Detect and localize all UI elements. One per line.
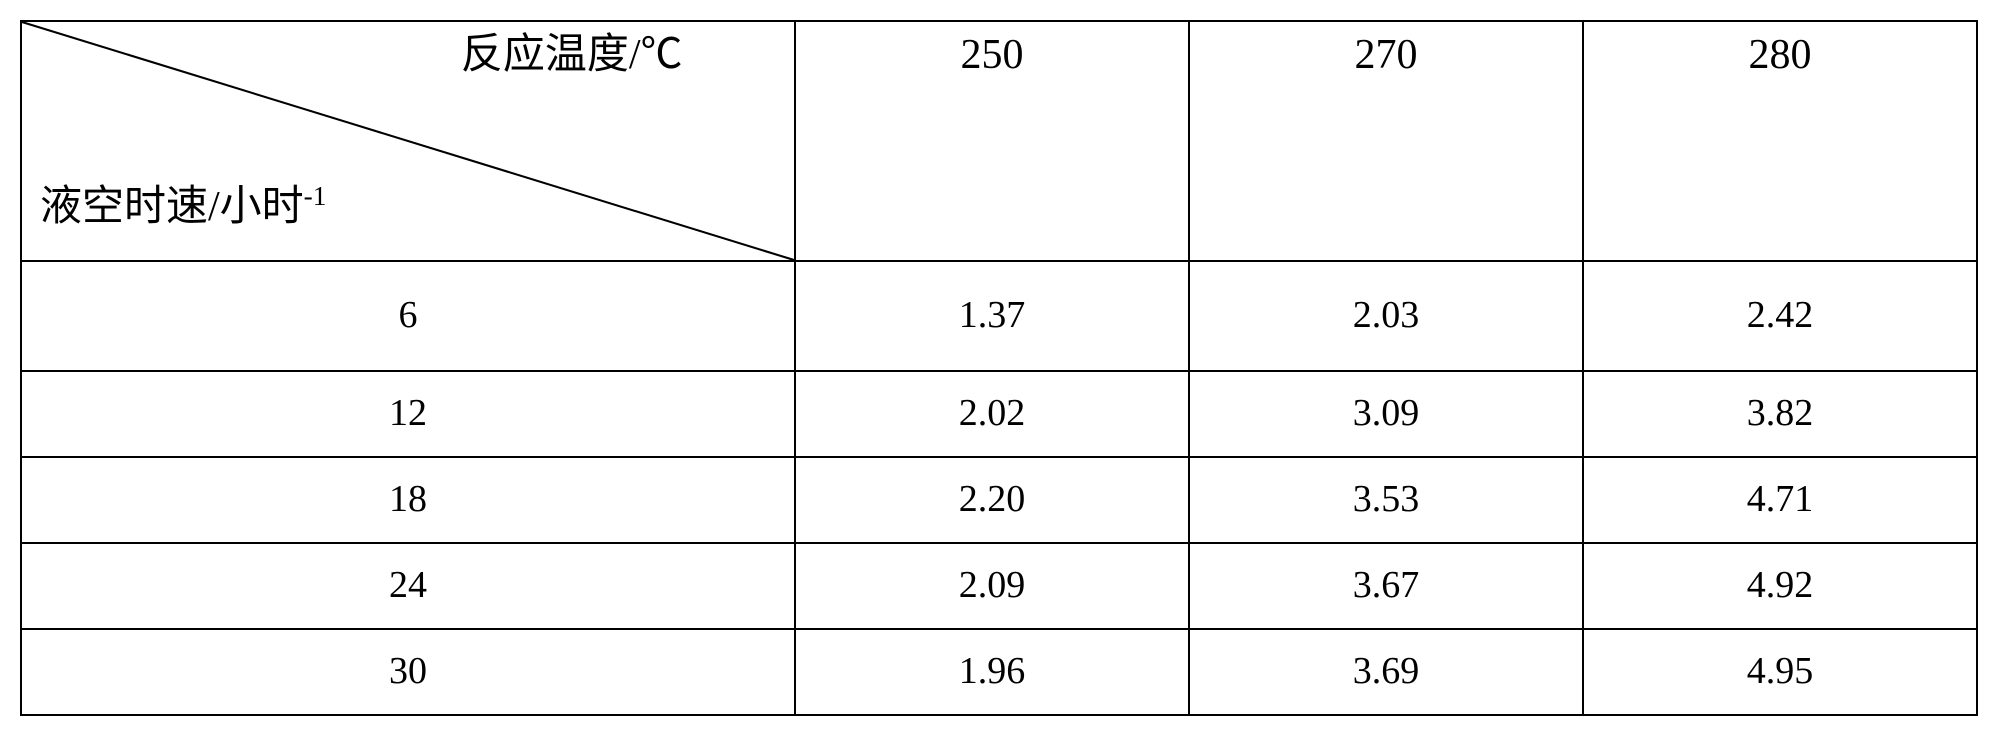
cell: 4.71 xyxy=(1583,457,1977,543)
cell: 2.03 xyxy=(1189,261,1583,371)
row-axis-label-exponent: -1 xyxy=(304,181,327,211)
row-axis-label: 液空时速/小时-1 xyxy=(40,180,326,232)
column-axis-label: 反应温度/℃ xyxy=(369,30,774,80)
data-table: 反应温度/℃ 液空时速/小时-1 250 270 280 6 1.37 2.03… xyxy=(20,20,1978,716)
cell: 1.37 xyxy=(795,261,1189,371)
cell: 3.09 xyxy=(1189,371,1583,457)
cell: 2.20 xyxy=(795,457,1189,543)
row-axis-label-text: 液空时速/小时 xyxy=(40,184,304,230)
cell: 4.95 xyxy=(1583,629,1977,715)
row-label: 18 xyxy=(21,457,795,543)
cell: 2.42 xyxy=(1583,261,1977,371)
cell: 2.09 xyxy=(795,543,1189,629)
table-row: 6 1.37 2.03 2.42 xyxy=(21,261,1977,371)
table-header-row: 反应温度/℃ 液空时速/小时-1 250 270 280 xyxy=(21,21,1977,261)
table-row: 12 2.02 3.09 3.82 xyxy=(21,371,1977,457)
column-header: 250 xyxy=(795,21,1189,261)
cell: 4.92 xyxy=(1583,543,1977,629)
table-row: 24 2.09 3.67 4.92 xyxy=(21,543,1977,629)
column-header: 270 xyxy=(1189,21,1583,261)
row-label: 24 xyxy=(21,543,795,629)
cell: 2.02 xyxy=(795,371,1189,457)
cell: 3.82 xyxy=(1583,371,1977,457)
data-table-container: 反应温度/℃ 液空时速/小时-1 250 270 280 6 1.37 2.03… xyxy=(20,20,1976,716)
column-header: 280 xyxy=(1583,21,1977,261)
diagonal-header-cell: 反应温度/℃ 液空时速/小时-1 xyxy=(21,21,795,261)
row-label: 6 xyxy=(21,261,795,371)
cell: 1.96 xyxy=(795,629,1189,715)
row-label: 30 xyxy=(21,629,795,715)
cell: 3.67 xyxy=(1189,543,1583,629)
table-row: 18 2.20 3.53 4.71 xyxy=(21,457,1977,543)
cell: 3.53 xyxy=(1189,457,1583,543)
row-label: 12 xyxy=(21,371,795,457)
cell: 3.69 xyxy=(1189,629,1583,715)
table-row: 30 1.96 3.69 4.95 xyxy=(21,629,1977,715)
